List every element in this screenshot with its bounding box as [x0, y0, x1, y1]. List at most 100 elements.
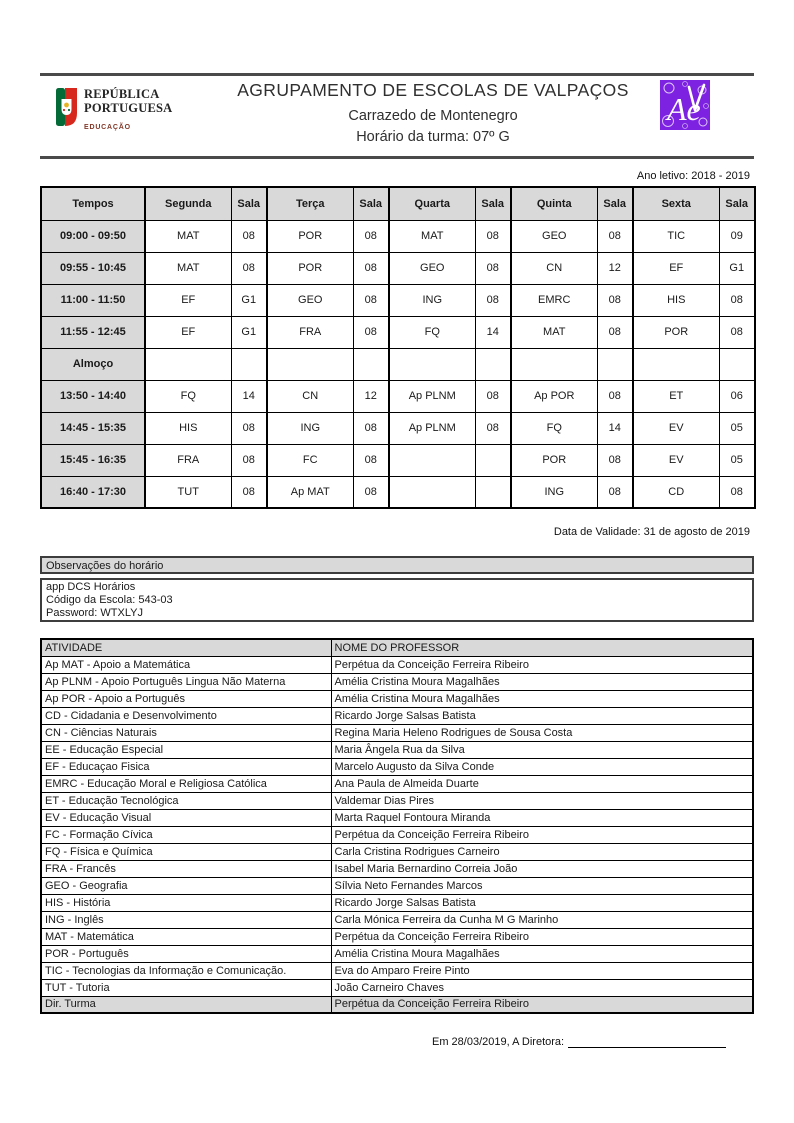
teacher-name-cell: Isabel Maria Bernardino Correia João — [330, 859, 754, 878]
subject-cell-segunda: FRA — [144, 443, 232, 477]
room-cell-quarta: 08 — [474, 251, 512, 285]
school-year-label: Ano letivo: 2018 - 2019 — [636, 170, 750, 182]
subject-cell-segunda — [144, 347, 232, 381]
subject-cell-sexta: EV — [632, 411, 720, 445]
activity-name-cell: EV - Educação Visual — [40, 808, 332, 827]
teacher-name-cell: Marcelo Augusto da Silva Conde — [330, 757, 754, 776]
subject-cell-quarta — [388, 347, 476, 381]
teacher-name-cell: Perpétua da Conceição Ferreira Ribeiro — [330, 927, 754, 946]
school-location-subtitle: Carrazedo de Montenegro — [348, 108, 518, 124]
teacher-name-cell: Regina Maria Heleno Rodrigues de Sousa C… — [330, 723, 754, 742]
subject-cell-quarta: GEO — [388, 251, 476, 285]
activity-row: GEO - Geografia Sílvia Neto Fernandes Ma… — [40, 876, 754, 895]
subject-cell-quinta: CN — [510, 251, 598, 285]
room-cell-quinta: 08 — [596, 219, 634, 253]
activity-row: EV - Educação Visual Marta Raquel Fontou… — [40, 808, 754, 827]
subject-cell-terca: FC — [266, 443, 354, 477]
subject-cell-quinta: ING — [510, 475, 598, 509]
room-cell-terca: 08 — [352, 251, 390, 285]
room-cell-quinta — [596, 347, 634, 381]
subject-cell-sexta: POR — [632, 315, 720, 349]
room-cell-sexta: 06 — [718, 379, 756, 413]
room-cell-quarta: 08 — [474, 379, 512, 413]
timetable-column-header: Segunda — [144, 186, 232, 221]
document-header: REPÚBLICA PORTUGUESA EDUCAÇÃO AGRUPAMENT… — [40, 78, 754, 154]
room-cell-segunda — [230, 347, 268, 381]
activity-row: ING - Inglês Carla Mónica Ferreira da Cu… — [40, 910, 754, 929]
school-crest-logo: Ae — [660, 78, 754, 130]
room-cell-quarta — [474, 347, 512, 381]
timetable-column-header: Sala — [596, 186, 634, 221]
subject-cell-sexta: HIS — [632, 283, 720, 317]
observation-line: Código da Escola: 543-03 — [46, 594, 173, 606]
room-cell-terca: 08 — [352, 283, 390, 317]
activity-row: ET - Educação Tecnológica Valdemar Dias … — [40, 791, 754, 810]
activity-name-cell: EF - Educaçao Fisica — [40, 757, 332, 776]
subject-cell-quarta: ING — [388, 283, 476, 317]
subject-cell-quarta: Ap PLNM — [388, 379, 476, 413]
subject-cell-terca: Ap MAT — [266, 475, 354, 509]
teacher-name-cell: Carla Cristina Rodrigues Carneiro — [330, 842, 754, 861]
activity-name-cell: HIS - História — [40, 893, 332, 912]
room-cell-segunda: 08 — [230, 411, 268, 445]
subject-cell-sexta: TIC — [632, 219, 720, 253]
room-cell-sexta: 08 — [718, 283, 756, 317]
dir-turma-teacher-cell: Perpétua da Conceição Ferreira Ribeiro — [330, 995, 754, 1014]
activity-row: FQ - Física e Química Carla Cristina Rod… — [40, 842, 754, 861]
timetable-header-row: Tempos Segunda Sala Terça Sala Quarta Sa… — [40, 186, 756, 221]
subject-cell-terca: CN — [266, 379, 354, 413]
timetable-column-header: Sala — [718, 186, 756, 221]
activity-name-cell: TIC - Tecnologias da Informação e Comuni… — [40, 961, 332, 980]
activity-name-cell: Ap MAT - Apoio a Matemática — [40, 655, 332, 674]
subject-cell-terca — [266, 347, 354, 381]
teacher-name-cell: Eva do Amparo Freire Pinto — [330, 961, 754, 980]
header-bottom-rule — [40, 156, 754, 159]
timetable-column-header: Sala — [230, 186, 268, 221]
subject-cell-quinta: GEO — [510, 219, 598, 253]
timetable-column-header: Quarta — [388, 186, 476, 221]
timetable-row: 11:00 - 11:50 EF G1 GEO 08 ING 08 EMRC 0… — [40, 283, 756, 317]
teacher-name-cell: Marta Raquel Fontoura Miranda — [330, 808, 754, 827]
teacher-name-cell: Maria Ângela Rua da Silva — [330, 740, 754, 759]
room-cell-quinta: 08 — [596, 475, 634, 509]
teacher-column-header: NOME DO PROFESSOR — [330, 638, 754, 657]
timetable-row: 09:55 - 10:45 MAT 08 POR 08 GEO 08 CN 12… — [40, 251, 756, 285]
room-cell-quinta: 12 — [596, 251, 634, 285]
room-cell-terca: 08 — [352, 315, 390, 349]
gov-logo-text: REPÚBLICA PORTUGUESA EDUCAÇÃO — [84, 87, 172, 131]
timetable-row: 09:00 - 09:50 MAT 08 POR 08 MAT 08 GEO 0… — [40, 219, 756, 253]
subject-cell-quinta: POR — [510, 443, 598, 477]
signature-label: Em 28/03/2019, A Diretora: — [432, 1036, 565, 1048]
activity-row: HIS - História Ricardo Jorge Salsas Bati… — [40, 893, 754, 912]
room-cell-sexta: G1 — [718, 251, 756, 285]
activity-row: MAT - Matemática Perpétua da Conceição F… — [40, 927, 754, 946]
activity-row: FC - Formação Cívica Perpétua da Conceiç… — [40, 825, 754, 844]
timetable-column-header: Sexta — [632, 186, 720, 221]
activities-header-row: ATIVIDADE NOME DO PROFESSOR — [40, 638, 754, 657]
activity-name-cell: EMRC - Educação Moral e Religiosa Católi… — [40, 774, 332, 793]
ae-logo-icon: Ae — [660, 80, 710, 130]
time-slot-cell: 13:50 - 14:40 — [40, 379, 146, 413]
room-cell-segunda: 08 — [230, 475, 268, 509]
subject-cell-quarta: MAT — [388, 219, 476, 253]
teacher-name-cell: Ana Paula de Almeida Duarte — [330, 774, 754, 793]
timetable-column-header: Tempos — [40, 186, 146, 221]
activity-row: Ap MAT - Apoio a Matemática Perpétua da … — [40, 655, 754, 674]
teacher-name-cell: João Carneiro Chaves — [330, 978, 754, 997]
timetable-row: 11:55 - 12:45 EF G1 FRA 08 FQ 14 MAT 08 … — [40, 315, 756, 349]
activity-name-cell: Ap PLNM - Apoio Português Lingua Não Mat… — [40, 672, 332, 691]
subject-cell-terca: ING — [266, 411, 354, 445]
subject-cell-quinta: EMRC — [510, 283, 598, 317]
time-slot-cell: 09:55 - 10:45 — [40, 251, 146, 285]
activity-row: TIC - Tecnologias da Informação e Comuni… — [40, 961, 754, 980]
activity-name-cell: ET - Educação Tecnológica — [40, 791, 332, 810]
observations-title-bar: Observações do horário — [40, 556, 754, 574]
republica-portuguesa-logo: REPÚBLICA PORTUGUESA EDUCAÇÃO — [56, 87, 206, 131]
room-cell-quinta: 08 — [596, 443, 634, 477]
subject-cell-segunda: HIS — [144, 411, 232, 445]
subject-cell-sexta: EF — [632, 251, 720, 285]
subject-cell-terca: POR — [266, 219, 354, 253]
timetable-column-header: Terça — [266, 186, 354, 221]
teacher-name-cell: Valdemar Dias Pires — [330, 791, 754, 810]
